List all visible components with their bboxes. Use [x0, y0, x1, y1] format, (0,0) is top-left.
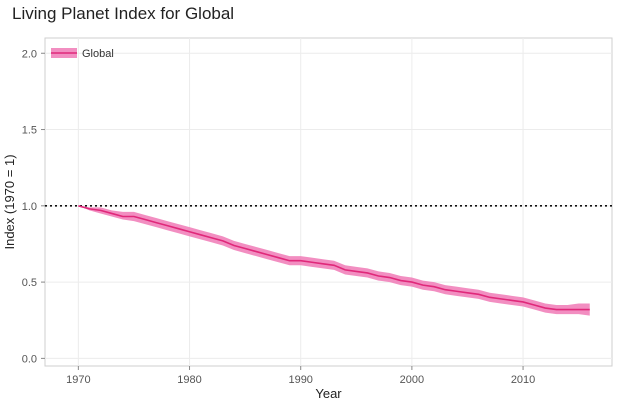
legend-label-global: Global: [82, 48, 114, 60]
series-line-global: [78, 205, 590, 311]
y-tick-label: 0.0: [22, 353, 37, 365]
x-axis: 1970 1980 1990 2000 2010: [66, 366, 535, 386]
x-tick-label: 1990: [288, 374, 312, 386]
y-tick-label: 0.5: [22, 277, 37, 289]
y-tick-label: 2.0: [22, 48, 37, 60]
plot-frame: [44, 37, 613, 367]
confidence-band: [78, 205, 590, 316]
y-tick-label: 1.5: [22, 125, 37, 137]
chart-title: Living Planet Index for Global: [12, 4, 235, 23]
legend: Global: [51, 48, 114, 60]
y-axis: 0.0 0.5 1.0 1.5 2.0: [22, 48, 45, 365]
series-line: [78, 205, 590, 311]
x-tick-label: 2010: [511, 374, 535, 386]
x-tick-label: 1980: [177, 374, 201, 386]
grid-lines: [45, 38, 612, 366]
x-tick-label: 1970: [66, 374, 90, 386]
y-tick-label: 1.0: [22, 201, 37, 213]
series-band-global: [78, 205, 590, 316]
y-axis-title: Index (1970 = 1): [2, 154, 17, 249]
x-tick-label: 2000: [400, 374, 424, 386]
plot-area: [44, 37, 613, 367]
x-axis-title: Year: [315, 386, 342, 401]
